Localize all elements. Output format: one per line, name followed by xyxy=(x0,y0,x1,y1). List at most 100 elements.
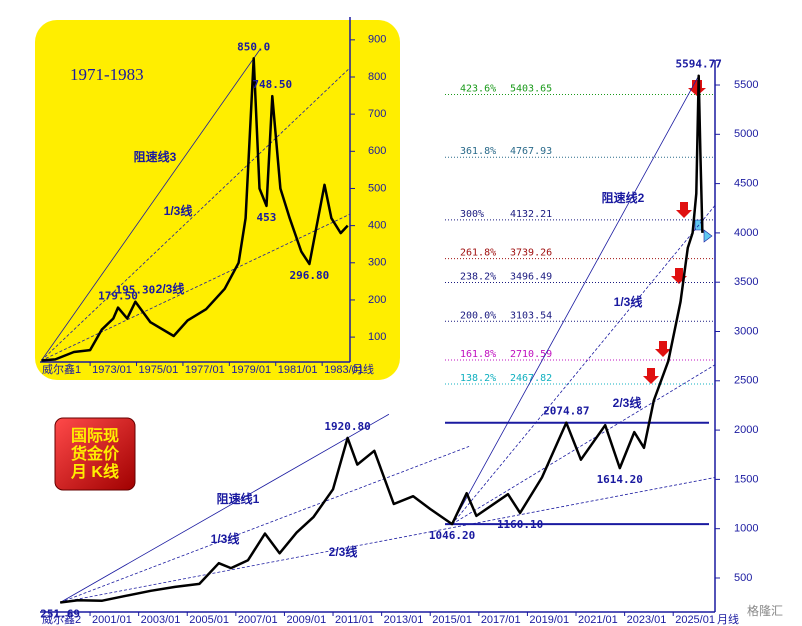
y-tick-label: 700 xyxy=(368,108,386,120)
value-label: 5594.77 xyxy=(676,58,722,71)
x-tick-label: 1973/01 xyxy=(92,364,132,376)
level-name: 361.8% xyxy=(460,146,496,157)
badge-line: 货金价 xyxy=(71,444,120,463)
arrows xyxy=(643,80,706,384)
x-tick-label: 2015/01 xyxy=(432,614,472,626)
axis-prefix: 威尔鑫2 xyxy=(42,612,81,626)
x-tick-label: 2021/01 xyxy=(578,614,618,626)
annotation: 阻速线1 xyxy=(217,491,260,506)
x-tick-label: 2001/01 xyxy=(92,614,132,626)
level-name: 300% xyxy=(460,209,484,220)
x-tick-label: 2017/01 xyxy=(481,614,521,626)
y-tick-label: 500 xyxy=(734,572,752,584)
badge-line: 国际现 xyxy=(71,427,119,445)
y-tick-label: 5500 xyxy=(734,79,758,91)
annotation: 阻速线2 xyxy=(602,190,645,205)
value-label: 1920.80 xyxy=(324,420,370,433)
x-tick-label: 1975/01 xyxy=(139,364,179,376)
y-tick-label: 1000 xyxy=(734,523,758,535)
annotation: 2/3线 xyxy=(613,395,642,410)
chart-title: 1971-1983 xyxy=(70,65,144,84)
y-tick-label: 3000 xyxy=(734,325,758,337)
level-value: 2467.82 xyxy=(510,373,552,384)
level-value: 5403.65 xyxy=(510,84,552,95)
speed-line xyxy=(451,364,716,525)
annotation: 1/3线 xyxy=(164,203,193,218)
axis-unit: 月线 xyxy=(717,612,739,626)
speed-line xyxy=(451,75,700,525)
x-tick-label: 2003/01 xyxy=(141,614,181,626)
y-tick-label: 3500 xyxy=(734,276,758,288)
price-line xyxy=(60,74,704,604)
level-value: 4767.93 xyxy=(510,146,552,157)
x-tick-label: 2009/01 xyxy=(286,614,326,626)
value-label: 748.50 xyxy=(252,78,292,91)
level-value: 4132.21 xyxy=(510,209,552,220)
level-name: 161.8% xyxy=(460,349,496,360)
x-tick-label: 2011/01 xyxy=(335,614,374,626)
y-tick-label: 300 xyxy=(368,257,386,269)
level-name: 138.2% xyxy=(460,373,496,384)
y-tick-label: 2500 xyxy=(734,375,758,387)
annotation: 阻速线3 xyxy=(134,149,177,164)
annotation: 2/3线 xyxy=(156,281,185,296)
y-tick-label: 800 xyxy=(368,71,386,83)
axis-prefix: 威尔鑫1 xyxy=(42,362,81,376)
value-label: 850.0 xyxy=(237,40,270,53)
level-value: 2710.59 xyxy=(510,349,552,360)
speed-line xyxy=(41,49,260,361)
y-tick-label: 100 xyxy=(368,331,386,343)
value-label: 2074.87 xyxy=(543,405,589,418)
value-label: 179.50 xyxy=(98,290,138,303)
y-tick-label: 1500 xyxy=(734,473,758,485)
value-label: 1160.10 xyxy=(497,518,543,531)
x-tick-label: 2013/01 xyxy=(384,614,424,626)
x-tick-label: 2019/01 xyxy=(529,614,569,626)
value-label: 453 xyxy=(257,211,277,224)
axis-unit: 月线 xyxy=(352,362,374,376)
value-label: 296.80 xyxy=(290,269,330,282)
level-name: 261.8% xyxy=(460,248,496,259)
speed-line xyxy=(60,446,470,603)
x-tick-label: 2007/01 xyxy=(238,614,278,626)
watermark: 格隆汇 xyxy=(747,603,783,618)
level-value: 3103.54 xyxy=(510,310,552,321)
inset-panel xyxy=(35,20,400,380)
value-label: 195.30 xyxy=(115,284,155,297)
y-tick-label: 500 xyxy=(368,182,386,194)
x-tick-label: 1979/01 xyxy=(231,364,271,376)
level-name: 423.6% xyxy=(460,84,496,95)
x-tick-label: 2005/01 xyxy=(189,614,229,626)
speed-line xyxy=(41,67,351,361)
y-tick-label: 400 xyxy=(368,220,386,232)
badge xyxy=(54,417,136,491)
price-line xyxy=(41,57,349,362)
value-label: 251.69 xyxy=(40,607,80,620)
annotation: 1/3线 xyxy=(614,294,643,309)
level-name: 200.0% xyxy=(460,310,496,321)
speed-line xyxy=(451,205,716,525)
badge-line: 月 K线 xyxy=(70,462,119,481)
y-tick-label: 200 xyxy=(368,294,386,306)
speed-line xyxy=(60,477,716,603)
x-tick-label: 2023/01 xyxy=(627,614,667,626)
x-tick-label: 1977/01 xyxy=(185,364,225,376)
y-tick-label: 600 xyxy=(368,145,386,157)
level-name: 238.2% xyxy=(460,272,496,283)
annotation: 1/3线 xyxy=(211,531,240,546)
y-tick-label: 900 xyxy=(368,34,386,46)
y-tick-label: 5000 xyxy=(734,128,758,140)
level-value: 3739.26 xyxy=(510,248,552,259)
x-tick-label: 1981/01 xyxy=(278,364,318,376)
value-label: 1614.20 xyxy=(597,473,643,486)
annotation: 2/3线 xyxy=(329,544,358,559)
level-value: 3496.49 xyxy=(510,272,552,283)
speed-line xyxy=(41,213,351,361)
y-tick-label: 2000 xyxy=(734,424,758,436)
y-tick-label: 4000 xyxy=(734,227,758,239)
x-tick-label: 2025/01 xyxy=(675,614,715,626)
speed-line xyxy=(59,413,390,603)
y-tick-label: 4500 xyxy=(734,178,758,190)
x-tick-label: 1983/01 xyxy=(324,364,364,376)
